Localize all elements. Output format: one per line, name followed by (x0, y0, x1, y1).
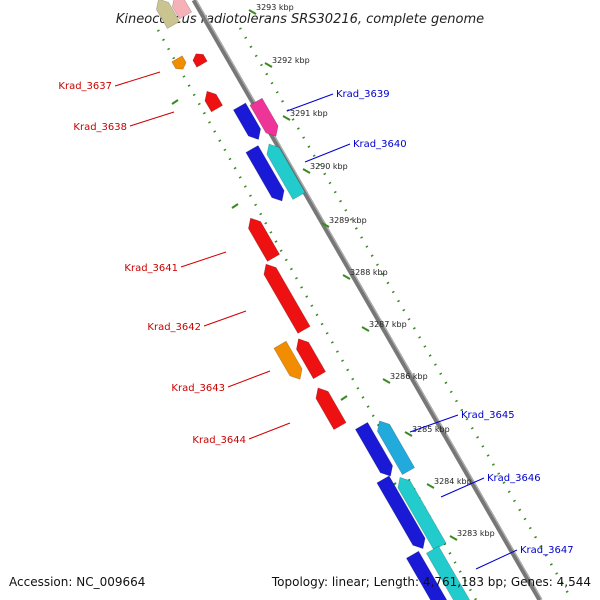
kbp-tick (342, 274, 351, 280)
gene-krad-3640-blue[interactable] (245, 145, 285, 202)
gene-blue-bottom[interactable] (405, 550, 449, 600)
gene-leader-line (129, 111, 175, 127)
gene-leader-line (114, 71, 161, 87)
kbp-label: 3285 kbp (412, 425, 450, 434)
kbp-tick (382, 378, 391, 384)
accession-text: Accession: NC_009664 (9, 575, 145, 589)
kbp-tick (302, 168, 311, 174)
backbone-highlight (195, 0, 543, 600)
gene-blue-mid[interactable] (354, 421, 393, 477)
kbp-label: 3291 kbp (290, 109, 328, 118)
gene-label-right[interactable]: Krad_3639 (336, 89, 390, 100)
gene-label-right[interactable]: Krad_3640 (353, 139, 407, 150)
left-guide-line (156, 29, 478, 600)
kbp-tick (248, 9, 257, 15)
kbp-label: 3283 kbp (457, 529, 495, 538)
kbp-tick (426, 483, 435, 489)
gene-leader-line (248, 422, 291, 440)
gene-krad-3640[interactable] (266, 143, 306, 200)
gene-label-left[interactable]: Krad_3638 (73, 122, 127, 133)
gene-krad-3645[interactable] (377, 420, 416, 476)
kbp-label: 3284 kbp (434, 477, 472, 486)
gene-krad-3647[interactable] (425, 545, 470, 600)
kbp-tick (264, 62, 273, 68)
left-major-tick (231, 203, 239, 209)
dashed-guides (156, 27, 574, 600)
gene-leader-line (180, 251, 227, 268)
gene-olive[interactable] (156, 0, 181, 29)
kbp-scale: 3293 kbp 3292 kbp 3291 kbp 3290 kbp 3289 kbp… (248, 3, 495, 541)
gene-krad-3639[interactable] (249, 97, 279, 137)
gene-label-right[interactable]: Krad_3645 (461, 410, 515, 421)
gene-krad-3643[interactable] (296, 338, 327, 380)
gene-label-right[interactable]: Krad_3646 (487, 473, 541, 484)
gene-leader-line (203, 310, 247, 327)
kbp-label: 3293 kbp (256, 3, 294, 12)
gene-blue-lower[interactable] (376, 475, 426, 549)
gene-krad-3637-orange[interactable] (171, 55, 187, 70)
kbp-label: 3288 kbp (350, 268, 388, 277)
gene-leader-line (475, 549, 518, 570)
gene-krad-3642[interactable] (263, 263, 311, 334)
gene-label-left[interactable]: Krad_3637 (58, 81, 112, 92)
gene-label-left[interactable]: Krad_3644 (192, 435, 246, 446)
gene-leader-line (409, 414, 459, 433)
genome-stats-text: Topology: linear; Length: 4,761,183 bp; … (271, 575, 591, 589)
gene-leader-line (227, 370, 271, 388)
gene-arrows (156, 0, 470, 600)
gene-krad-3644[interactable] (315, 387, 347, 431)
gene-blue-upper[interactable] (232, 102, 261, 140)
genome-backbone (191, 0, 543, 600)
gene-krad-3641[interactable] (248, 217, 281, 262)
kbp-label: 3292 kbp (272, 56, 310, 65)
gene-label-right[interactable]: Krad_3647 (520, 545, 574, 556)
kbp-label: 3286 kbp (390, 372, 428, 381)
gene-krad-3646[interactable] (397, 477, 447, 551)
gene-labels: Krad_3637 Krad_3638 Krad_3641 Krad_3642 Krad… (58, 71, 574, 570)
gene-leader-line (440, 477, 485, 498)
kbp-label: 3290 kbp (310, 162, 348, 171)
left-major-tick (171, 99, 179, 105)
gene-krad-3638[interactable] (204, 90, 224, 113)
gene-krad-3643-orange[interactable] (273, 340, 303, 380)
kbp-tick (449, 535, 458, 541)
kbp-tick (361, 326, 370, 332)
gene-krad-3637[interactable] (192, 53, 208, 68)
kbp-label: 3289 kbp (329, 216, 367, 225)
kbp-label: 3287 kbp (369, 320, 407, 329)
gene-label-left[interactable]: Krad_3641 (124, 263, 178, 274)
kbp-tick (282, 115, 291, 121)
left-major-tick (340, 395, 348, 401)
gene-leader-line (286, 93, 334, 112)
kbp-tick (404, 431, 413, 437)
gene-leader-line (304, 143, 351, 163)
gene-label-left[interactable]: Krad_3643 (171, 383, 225, 394)
gene-pink-faded[interactable] (171, 0, 193, 20)
backbone-line (191, 0, 543, 600)
kbp-tick (321, 222, 330, 228)
gene-label-left[interactable]: Krad_3642 (147, 322, 201, 333)
